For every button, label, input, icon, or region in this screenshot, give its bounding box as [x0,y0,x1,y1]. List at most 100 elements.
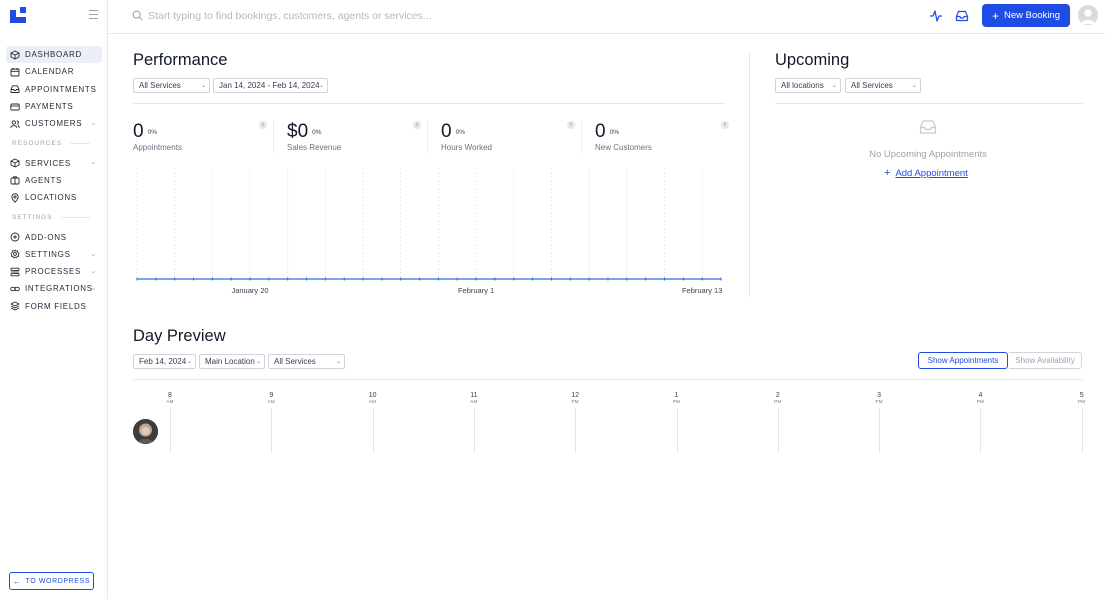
sidebar-item-label: AGENTS [25,175,63,185]
new-booking-button[interactable]: + New Booking [982,4,1070,27]
x-tick-label: January 20 [231,286,268,295]
sidebar-item-agents[interactable]: AGENTS [6,172,102,189]
stat-new-customers: 0 0% New Customers [595,121,652,152]
stat-label: Appointments [133,143,182,152]
activity-icon[interactable] [929,9,943,23]
day-preview-divider [133,379,1083,380]
info-icon[interactable]: i [567,121,575,129]
stat-separator [273,120,274,154]
no-appointments-text: No Upcoming Appointments [869,149,987,160]
hour-label: 10 AM [363,392,383,404]
hour-meridiem: PM [1078,399,1086,404]
info-icon[interactable]: i [721,121,729,129]
sidebar: DASHBOARD CALENDAR APPOINTMENTS PAYMENTS CUS… [0,0,108,599]
menu-toggle-icon[interactable] [89,10,98,22]
chevron-down-icon: ⌄ [318,83,324,89]
user-avatar[interactable] [1078,5,1098,25]
inbox-icon [10,84,20,94]
users-icon [10,119,20,129]
app-logo[interactable] [10,7,26,23]
stat-value: 0 [441,121,452,142]
hour-label: 9 AM [261,392,281,404]
sidebar-item-locations[interactable]: LOCATIONS [6,189,102,206]
day-preview-location-select[interactable]: Main Location ⌄ [199,354,265,369]
hour-meridiem: PM [672,399,681,404]
day-preview-title: Day Preview [133,327,226,345]
hour-gridline [575,408,577,453]
link-icon [10,284,20,294]
stat-hours-worked: 0 0% Hours Worked [441,121,492,152]
hour-number: 5 [1079,392,1084,399]
day-preview-date-select[interactable]: Feb 14, 2024 ⌄ [133,354,196,369]
hour-label: 1 PM [667,392,687,404]
hour-label: 5 PM [1072,392,1092,404]
stat-value: 0 [133,121,144,142]
hour-number: 10 [368,392,377,399]
sidebar-item-label: CALENDAR [25,67,75,77]
hour-gridline [271,408,273,453]
sidebar-item-processes[interactable]: PROCESSES ⌄ [6,263,102,280]
hour-gridline [170,408,171,453]
chevron-down-icon: ⌄ [90,267,97,275]
section-divider [749,53,750,297]
stat-change: 0% [147,129,157,136]
plus-icon: + [992,8,1000,23]
hour-gridline [1081,408,1083,453]
sidebar-item-payments[interactable]: PAYMENTS [6,98,102,115]
add-appointment-link[interactable]: + Add Appointment [884,167,968,179]
sidebar-item-appointments[interactable]: APPOINTMENTS [6,81,102,98]
upcoming-title: Upcoming [775,51,850,69]
chevron-down-icon: ⌄ [255,359,261,365]
sidebar-item-dashboard[interactable]: DASHBOARD [6,46,102,64]
sidebar-item-add-ons[interactable]: ADD-ONS [6,228,102,245]
hour-label: 3 PM [869,392,889,404]
stat-label: Hours Worked [441,143,492,152]
hour-meridiem: AM [368,399,377,404]
layers-icon [10,301,20,311]
chevron-down-icon: ⌄ [90,285,97,293]
sidebar-item-label: FORM FIELDS [25,301,87,311]
day-preview-service-select[interactable]: All Services ⌄ [268,354,345,369]
sidebar-item-services[interactable]: SERVICES ⌄ [6,154,102,171]
search-input[interactable] [148,9,648,23]
hour-gridline [676,408,678,453]
show-appointments-button[interactable]: Show Appointments [918,352,1008,369]
settings-section-label: SETTINGS [6,206,102,228]
hour-meridiem: AM [267,399,275,404]
to-wordpress-button[interactable]: ← TO WORDPRESS [9,572,94,590]
stat-label: Sales Revenue [287,143,342,152]
sidebar-item-calendar[interactable]: CALENDAR [6,63,102,80]
sidebar-item-label: INTEGRATIONS [25,284,93,294]
upcoming-divider [775,103,1083,104]
x-tick-label: February 1 [458,286,494,295]
stat-change: 0% [609,129,619,136]
info-icon[interactable]: i [259,121,267,129]
empty-inbox-icon [919,120,937,134]
chevron-down-icon: ⌄ [911,83,917,89]
sidebar-item-form-fields[interactable]: FORM FIELDS [6,298,102,315]
hour-gridline [473,408,475,453]
upcoming-service-select[interactable]: All Services ⌄ [845,78,921,93]
hour-number: 8 [168,392,172,399]
stat-change: 0% [312,129,322,136]
inbox-icon[interactable] [955,9,969,23]
agent-avatar[interactable] [133,419,158,444]
performance-service-select[interactable]: All Services ⌄ [133,78,210,93]
chevron-down-icon: ⌄ [186,359,192,365]
hour-gridline [372,408,374,453]
sidebar-item-label: APPOINTMENTS [25,84,97,94]
hour-number: 9 [269,392,274,399]
show-availability-button[interactable]: Show Availability [1009,352,1082,369]
stat-separator [581,120,582,154]
sidebar-item-label: ADD-ONS [25,232,67,242]
performance-divider [133,103,725,104]
sidebar-item-customers[interactable]: CUSTOMERS ⌄ [6,115,102,132]
stat-value: $0 [287,121,309,142]
sidebar-item-settings[interactable]: SETTINGS ⌄ [6,246,102,263]
cube-icon [10,158,20,168]
date-range-select[interactable]: Jan 14, 2024 - Feb 14, 2024 ⌄ [213,78,328,93]
upcoming-location-select[interactable]: All locations ⌄ [775,78,841,93]
sidebar-item-integrations[interactable]: INTEGRATIONS ⌄ [6,280,102,297]
hour-meridiem: PM [571,399,579,404]
info-icon[interactable]: i [413,121,421,129]
